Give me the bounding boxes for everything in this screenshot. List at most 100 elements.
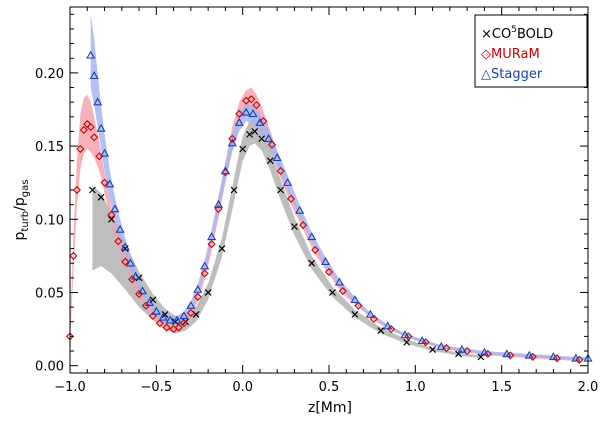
point-co5bold	[230, 186, 238, 194]
x-tick-label: −0.5	[141, 380, 173, 395]
point-stagger	[193, 284, 203, 293]
x-tick-label: −1.0	[54, 380, 86, 395]
point-muram	[267, 140, 277, 149]
point-co5bold	[171, 318, 179, 326]
x-tick-label: 0.0	[232, 380, 253, 395]
point-muram	[528, 352, 537, 361]
point-stagger	[524, 350, 534, 359]
point-stagger	[417, 336, 427, 345]
point-stagger	[307, 232, 317, 241]
point-co5bold	[161, 311, 169, 318]
point-stagger	[227, 138, 237, 147]
point-stagger	[400, 330, 410, 339]
point-muram	[421, 338, 430, 347]
point-stagger	[365, 309, 375, 318]
point-muram	[506, 351, 515, 360]
point-co5bold	[266, 157, 274, 165]
point-muram	[286, 194, 296, 203]
point-stagger	[272, 153, 282, 162]
point-stagger	[436, 341, 446, 350]
point-muram	[404, 332, 413, 341]
point-muram	[79, 125, 88, 135]
point-stagger	[248, 109, 258, 118]
point-muram	[338, 286, 347, 296]
point-muram	[575, 355, 584, 364]
data-markers	[65, 50, 593, 364]
band-muram	[70, 87, 580, 362]
point-stagger	[99, 148, 110, 157]
point-muram	[162, 323, 171, 332]
point-muram	[128, 275, 137, 284]
point-muram	[121, 257, 130, 266]
point-muram	[214, 204, 223, 214]
point-stagger	[110, 204, 120, 213]
point-stagger	[200, 261, 210, 270]
point-stagger	[105, 179, 115, 188]
y-tick-label: 0.15	[35, 140, 64, 155]
point-stagger	[383, 321, 393, 330]
point-co5bold	[204, 289, 212, 296]
point-muram	[324, 267, 334, 277]
legend-entries: ×CO5BOLD ◇MURaM △Stagger	[481, 25, 553, 82]
point-co5bold	[291, 223, 298, 231]
point-muram	[276, 166, 285, 176]
point-co5bold	[251, 128, 259, 135]
point-stagger	[234, 117, 244, 126]
legend-marker: △	[481, 67, 491, 82]
point-co5bold	[97, 193, 105, 201]
band-co5bold	[92, 118, 481, 359]
point-stagger	[350, 295, 360, 304]
point-stagger	[220, 166, 230, 175]
point-muram	[463, 346, 472, 356]
point-muram	[354, 301, 363, 310]
y-tick-label: 0.00	[35, 360, 64, 375]
point-stagger	[137, 286, 148, 295]
point-muram	[134, 289, 144, 299]
point-muram	[369, 314, 378, 323]
point-stagger	[207, 232, 217, 241]
point-stagger	[295, 205, 305, 214]
y-tick-label: 0.10	[35, 213, 64, 228]
point-muram	[247, 95, 256, 104]
x-tick-label: 0.5	[319, 380, 340, 395]
legend-entry-co5bold: ×CO5BOLD	[481, 25, 553, 42]
axes	[69, 6, 589, 374]
point-co5bold	[218, 245, 226, 252]
point-muram	[179, 319, 189, 328]
point-muram	[155, 319, 164, 328]
point-stagger	[165, 315, 175, 324]
tick-labels: −1.0 −0.5 0.0 0.5 1.0 1.5 2.0 0.00 0.05 0.10 0.15 0…	[35, 67, 598, 395]
point-stagger	[172, 315, 182, 324]
point-stagger	[89, 71, 99, 80]
point-muram	[442, 344, 451, 353]
point-muram	[114, 237, 123, 246]
point-muram	[86, 122, 95, 132]
point-stagger	[158, 312, 168, 321]
point-stagger	[96, 123, 106, 132]
point-muram	[174, 323, 183, 332]
point-stagger	[334, 277, 344, 286]
legend-marker: ×	[481, 27, 492, 42]
point-muram	[69, 251, 78, 260]
point-stagger	[502, 349, 512, 358]
point-stagger	[93, 97, 103, 106]
point-stagger	[151, 306, 161, 315]
point-stagger	[571, 353, 581, 362]
point-muram	[483, 349, 492, 359]
point-muram	[107, 210, 116, 219]
point-muram	[311, 245, 320, 255]
point-co5bold	[351, 311, 359, 318]
point-muram	[76, 144, 85, 154]
legend-marker: ◇	[481, 47, 491, 62]
point-muram	[72, 185, 81, 195]
point-stagger	[213, 199, 224, 208]
point-co5bold	[258, 135, 266, 143]
point-stagger	[283, 177, 293, 186]
point-muram	[186, 308, 195, 318]
legend: ×CO5BOLD ◇MURaM △Stagger	[474, 14, 588, 88]
point-co5bold	[329, 289, 336, 296]
point-muram	[299, 221, 308, 230]
x-tick-label: 1.5	[491, 380, 512, 395]
point-stagger	[131, 271, 141, 280]
point-co5bold	[403, 338, 411, 346]
